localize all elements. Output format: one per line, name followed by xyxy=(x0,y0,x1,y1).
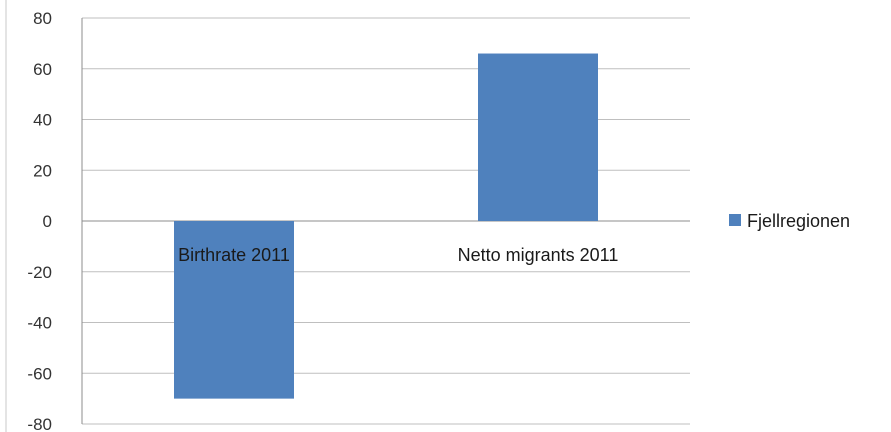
y-tick-label: 20 xyxy=(33,161,52,180)
x-axis-category-labels: Birthrate 2011 Netto migrants 2011 xyxy=(178,245,618,265)
bar-birthrate-2011 xyxy=(174,221,294,399)
legend: Fjellregionen xyxy=(729,211,850,231)
y-tick-label: -40 xyxy=(27,314,52,333)
y-tick-label: -20 xyxy=(27,263,52,282)
y-tick-label: -60 xyxy=(27,364,52,383)
y-tick-label: 80 xyxy=(33,9,52,28)
y-tick-label: 0 xyxy=(43,212,52,231)
category-label: Birthrate 2011 xyxy=(178,245,290,265)
legend-label-fjellregionen: Fjellregionen xyxy=(747,211,850,231)
bar-netto-migrants-2011 xyxy=(478,53,598,222)
y-axis-tick-labels: 80 60 40 20 0 -20 -40 -60 -80 xyxy=(27,9,52,432)
category-label: Netto migrants 2011 xyxy=(458,245,619,265)
y-tick-label: -80 xyxy=(27,415,52,432)
legend-swatch-fjellregionen xyxy=(729,214,741,226)
bars xyxy=(174,53,598,399)
y-tick-label: 40 xyxy=(33,111,52,130)
y-tick-label: 60 xyxy=(33,60,52,79)
